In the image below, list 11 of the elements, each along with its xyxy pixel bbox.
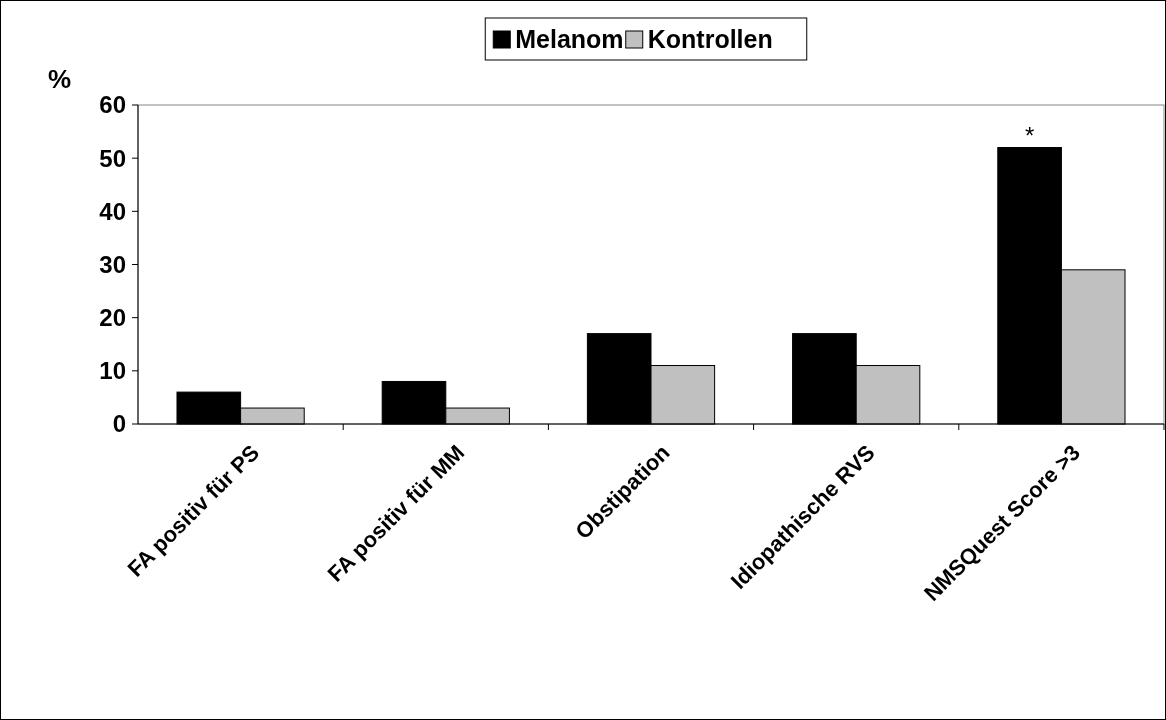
y-tick-label: 40 bbox=[99, 197, 126, 225]
legend-label: Kontrollen bbox=[647, 25, 773, 53]
annotation: * bbox=[1024, 121, 1035, 149]
y-tick-label: 10 bbox=[99, 357, 126, 385]
y-tick-label: 60 bbox=[99, 91, 126, 119]
y-tick-label: 20 bbox=[99, 304, 126, 332]
y-tick-label: 0 bbox=[112, 410, 126, 438]
y-tick-label: 50 bbox=[99, 144, 126, 172]
y-axis-title: % bbox=[48, 64, 72, 94]
y-tick-label: 30 bbox=[99, 250, 126, 278]
legend-label: Melanom bbox=[515, 25, 624, 53]
